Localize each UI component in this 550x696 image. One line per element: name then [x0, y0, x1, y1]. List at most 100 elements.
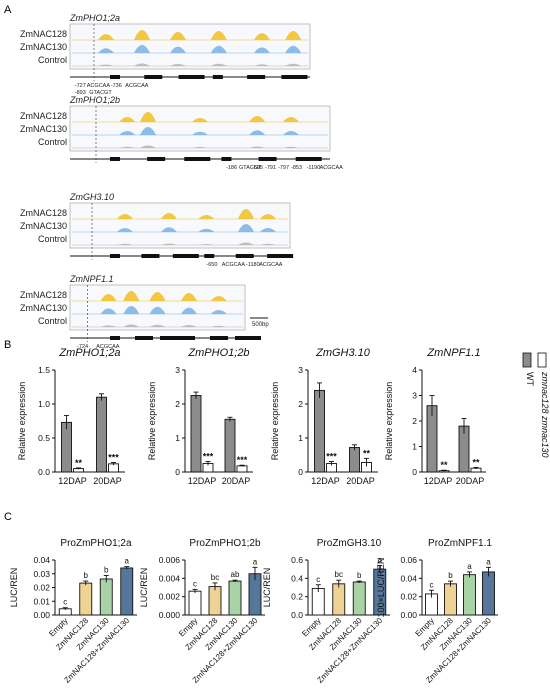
chart-title: ProZmGH3.10 — [317, 538, 382, 549]
panel-label-a: A — [4, 4, 12, 16]
y-tick-label: 0.2 — [291, 592, 303, 602]
y-tick-label: 3 — [412, 391, 417, 401]
y-tick-label: 0.03 — [33, 569, 50, 579]
x-tick-label: 20DAP — [222, 476, 251, 486]
x-tick-label: 12DAP — [58, 476, 87, 486]
exon-block — [141, 254, 160, 258]
significance-mark: ** — [440, 460, 448, 470]
y-axis-label: 100×LUC/REN — [376, 558, 386, 618]
y-axis-label: Relative expression — [384, 382, 394, 461]
chart-4: ProZmPHO1;2a 0.00 0.01 0.02 0.03 0.04 LUC/REN c… — [9, 538, 137, 685]
significance-letter: b — [84, 571, 89, 580]
exon-block — [110, 254, 120, 258]
panel-label-c: C — [4, 511, 12, 523]
exon-block — [144, 75, 163, 79]
motif-label: -797 — [278, 165, 289, 171]
bar — [482, 571, 495, 616]
exon-block — [281, 75, 308, 79]
y-tick-label: 3 — [175, 365, 180, 375]
legend-swatch-wt — [522, 352, 532, 368]
motif-label: -853 — [291, 165, 302, 171]
motif-label: ACGCAA — [125, 83, 149, 89]
y-tick-label: 0.004 — [159, 573, 181, 583]
significance-letter: a — [253, 557, 258, 566]
significance-letter: b — [448, 571, 453, 580]
gene-name: ZmNPF1.1 — [69, 274, 114, 284]
y-tick-label: 0.06 — [400, 555, 417, 565]
exon-block — [204, 254, 215, 258]
coverage-peak — [72, 224, 288, 232]
bar — [79, 582, 93, 616]
chart-title: ZmPHO1;2a — [58, 347, 120, 359]
track-row-label: Control — [38, 316, 67, 326]
coverage-peak — [72, 242, 288, 245]
y-tick-label: 0.4 — [291, 573, 303, 583]
significance-letter: ab — [231, 570, 240, 579]
y-tick-label: 0.01 — [33, 596, 50, 606]
motif-label: GTACGT — [89, 90, 112, 96]
coverage-peak — [72, 291, 243, 301]
coverage-peak — [72, 306, 243, 314]
chart-title: ZmGH3.10 — [315, 347, 371, 359]
y-axis-label: Relative expression — [270, 382, 280, 461]
motif-label: -1190 — [307, 165, 321, 171]
exon-block — [295, 157, 322, 161]
significance-letter: c — [63, 598, 67, 607]
motif-label: -595 — [252, 165, 263, 171]
exon-block — [235, 254, 254, 258]
y-tick-label: 0.04 — [400, 573, 417, 583]
y-tick-label: 0.00 — [33, 610, 50, 620]
motif-label: -727 — [75, 83, 86, 89]
x-tick-label: 20DAP — [93, 476, 122, 486]
bar — [463, 574, 476, 616]
track-row-label: ZmNAC130 — [20, 221, 67, 231]
y-tick-label: 0.02 — [33, 583, 50, 593]
y-tick-label: 0.02 — [400, 592, 417, 602]
y-tick-label: 4 — [412, 365, 417, 375]
gene-name: ZmGH3.10 — [69, 192, 114, 202]
legend-b: WT zmnac128 zmnac130 — [522, 352, 550, 458]
y-tick-label: 1 — [175, 433, 180, 443]
x-tick-label: 20DAP — [456, 476, 485, 486]
exon-block — [221, 157, 232, 161]
bar — [99, 578, 113, 616]
exon-block — [110, 75, 120, 79]
significance-mark: *** — [237, 455, 248, 465]
chart-title: ZmNPF1.1 — [426, 347, 480, 359]
y-tick-label: 0.00 — [400, 610, 417, 620]
motif-label: ACGCAA — [320, 165, 344, 171]
track-row-label: Control — [38, 137, 67, 147]
y-tick-label: 0.04 — [33, 555, 50, 565]
legend-label-mutant: zmnac128 zmnac130 — [540, 371, 550, 458]
y-tick-label: 1 — [412, 442, 417, 452]
motif-label: GTACGT — [239, 165, 262, 171]
exon-block — [235, 336, 261, 340]
exon-block — [110, 336, 120, 340]
bar-wt — [61, 421, 72, 473]
track-frame — [69, 105, 331, 152]
exon-block — [110, 157, 120, 161]
track-row-label: ZmNAC130 — [20, 124, 67, 134]
bar — [352, 581, 366, 616]
y-tick-label: 0.5 — [38, 433, 50, 443]
y-tick-label: 2 — [412, 416, 417, 426]
y-tick-label: 0.006 — [159, 555, 181, 565]
y-tick-label: 0.0 — [291, 610, 303, 620]
exon-block — [184, 157, 211, 161]
coverage-peak — [72, 30, 308, 40]
significance-letter: c — [316, 575, 320, 584]
gene-name: ZmPHO1;2a — [69, 13, 120, 23]
exon-block — [147, 157, 166, 161]
significance-letter: a — [378, 556, 383, 565]
y-tick-label: 0.000 — [159, 610, 181, 620]
significance-letter: b — [357, 571, 362, 580]
track-frame — [69, 202, 291, 249]
chart-1: ZmPHO1;2b 0 1 2 3 Relative expression *** 12DAP… — [147, 347, 253, 486]
exon-block — [160, 336, 186, 340]
motif-label: -791 — [265, 165, 276, 171]
chart-title: ProZmNPF1.1 — [428, 538, 492, 549]
y-axis-label: Relative expression — [17, 382, 27, 461]
legend-swatch-mutant — [537, 352, 547, 368]
